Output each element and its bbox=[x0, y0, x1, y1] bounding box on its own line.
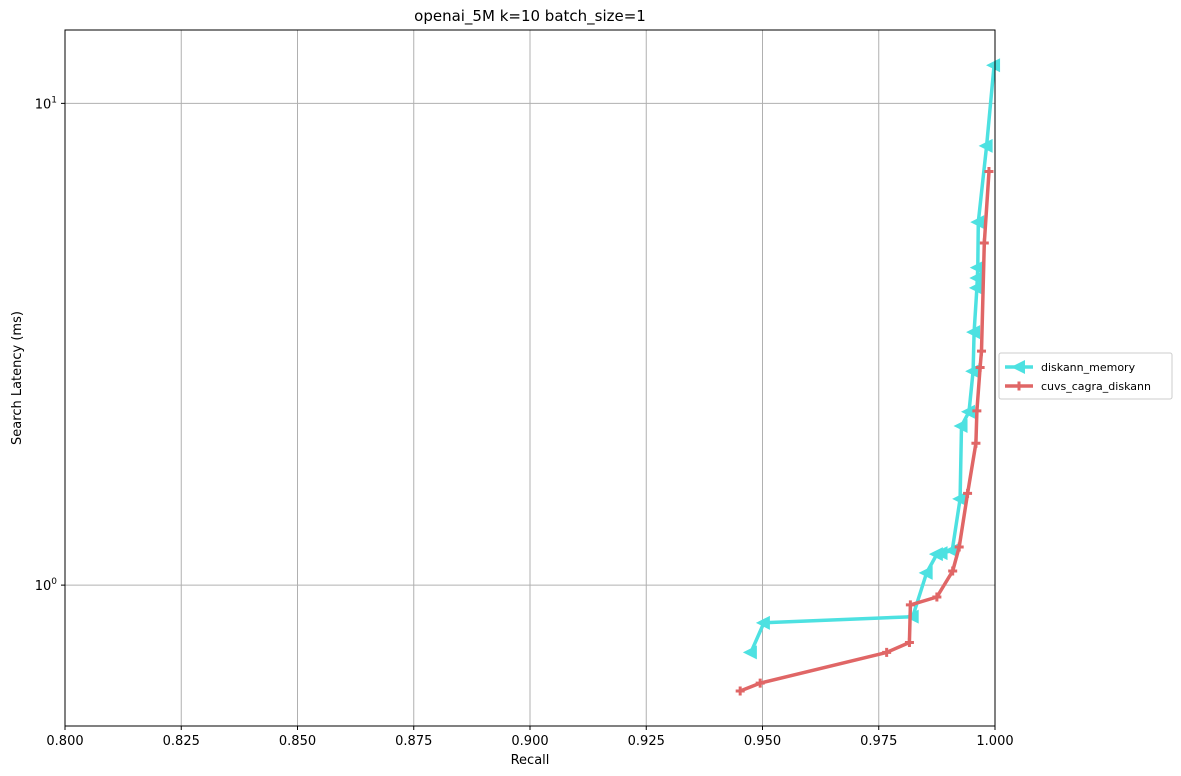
x-axis: 0.800 0.825 0.850 0.875 0.900 0.925 0.950 0.975… bbox=[46, 726, 1014, 749]
cuvs_cagra_diskann-point bbox=[882, 647, 892, 657]
legend: diskann_memory cuvs_cagra_diskann bbox=[998, 352, 1173, 400]
diskann_memory-point bbox=[978, 138, 993, 153]
y-tick-exponent: 0 bbox=[51, 577, 57, 587]
x-tick-label: 0.975 bbox=[860, 734, 897, 749]
x-axis-label: Recall bbox=[511, 753, 550, 768]
diskann_memory-point bbox=[952, 491, 967, 506]
chart-title: openai_5M k=10 batch_size=1 bbox=[414, 7, 646, 26]
cuvs_cagra_diskann-point bbox=[977, 346, 987, 356]
cuvs_cagra_diskann-point bbox=[975, 362, 985, 372]
cuvs_cagra_diskann-point bbox=[963, 488, 973, 498]
diskann_memory-point bbox=[918, 565, 933, 580]
diskann_memory-point bbox=[969, 271, 984, 286]
cuvs_cagra_diskann-point bbox=[984, 167, 994, 177]
diskann_memory-point bbox=[969, 260, 984, 275]
y-tick-base: 10 bbox=[35, 97, 52, 112]
y-axis-label: Search Latency (ms) bbox=[10, 311, 25, 445]
diskann_memory-point bbox=[966, 325, 981, 340]
diskann_memory-point bbox=[986, 58, 1001, 73]
diskann_memory-point bbox=[960, 404, 975, 419]
diskann_memory-point bbox=[742, 645, 757, 660]
cuvs_cagra_diskann-point bbox=[979, 238, 989, 248]
diskann_memory-point bbox=[755, 615, 770, 630]
y-tick-label: 100 bbox=[35, 577, 58, 594]
cuvs_cagra_diskann-point bbox=[971, 438, 981, 448]
grid bbox=[64, 30, 996, 726]
series-cuvs_cagra_diskann bbox=[735, 167, 994, 696]
cuvs_cagra_diskann-point bbox=[905, 600, 915, 610]
x-tick-label: 0.900 bbox=[511, 734, 548, 749]
legend-marker-diskann_memory bbox=[1011, 360, 1025, 374]
cuvs_cagra_diskann-point bbox=[932, 592, 942, 602]
legend-marker-cuvs_cagra_diskann bbox=[1014, 381, 1024, 391]
series-diskann_memory bbox=[742, 58, 1001, 660]
x-tick-label: 0.875 bbox=[395, 734, 432, 749]
x-tick-label: 0.825 bbox=[163, 734, 200, 749]
cuvs_cagra_diskann-point bbox=[972, 406, 982, 416]
diskann_memory-point bbox=[953, 418, 968, 433]
diskann_memory-point bbox=[968, 280, 983, 295]
x-tick-label: 0.925 bbox=[628, 734, 665, 749]
cuvs_cagra_diskann-point bbox=[954, 542, 964, 552]
y-tick-base: 10 bbox=[35, 579, 52, 594]
y-tick-label: 101 bbox=[35, 95, 57, 112]
diskann_memory-line bbox=[749, 65, 996, 654]
legend-label-diskann_memory: diskann_memory bbox=[1041, 361, 1136, 374]
cuvs_cagra_diskann-point bbox=[735, 686, 745, 696]
cuvs_cagra_diskann-point bbox=[948, 566, 958, 576]
x-tick-label: 1.000 bbox=[976, 734, 1013, 749]
legend-box bbox=[998, 352, 1173, 400]
diskann_memory-point bbox=[970, 215, 985, 230]
x-tick-label: 0.850 bbox=[279, 734, 316, 749]
x-tick-label: 0.950 bbox=[744, 734, 781, 749]
series-layer bbox=[735, 58, 1001, 696]
cuvs_cagra_diskann-point bbox=[755, 678, 765, 688]
y-tick-exponent: 1 bbox=[51, 95, 57, 105]
legend-label-cuvs_cagra_diskann: cuvs_cagra_diskann bbox=[1041, 380, 1151, 393]
cuvs_cagra_diskann-point bbox=[904, 638, 914, 648]
x-tick-label: 0.800 bbox=[46, 734, 83, 749]
diskann_memory-point bbox=[933, 546, 948, 561]
cuvs_cagra_diskann-line bbox=[739, 171, 991, 693]
